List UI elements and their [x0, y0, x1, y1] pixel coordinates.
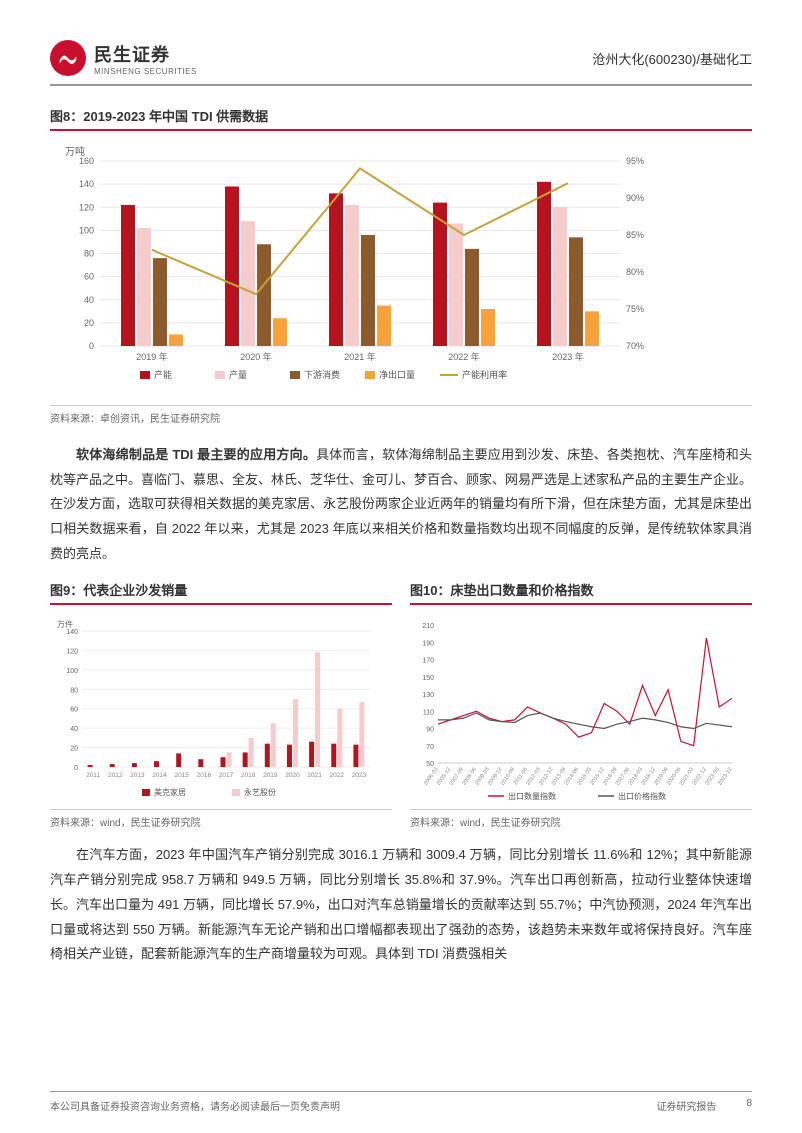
svg-text:产能利用率: 产能利用率 [462, 369, 507, 380]
chart9-title: 图9：代表企业沙发销量 [50, 580, 392, 605]
chart8-block: 图8：2019-2023 年中国 TDI 供需数据 万吨020406080100… [50, 106, 752, 425]
svg-text:2023 年: 2023 年 [552, 351, 584, 362]
svg-text:2014: 2014 [152, 772, 167, 779]
svg-text:2022 年: 2022 年 [448, 351, 480, 362]
svg-text:2019 年: 2019 年 [136, 351, 168, 362]
para1-bold: 软体海绵制品是 TDI 最主要的应用方向。 [76, 447, 316, 462]
paragraph-2: 在汽车方面，2023 年中国汽车产销分别完成 3016.1 万辆和 3009.4… [50, 843, 752, 966]
svg-text:40: 40 [70, 727, 78, 734]
chart8-svg: 万吨02040608010012014016070%75%80%85%90%95… [50, 141, 670, 401]
svg-text:下游消费: 下游消费 [304, 369, 340, 380]
para1-rest: 具体而言，软体海绵制品主要应用到沙发、床垫、各类抱枕、汽车座椅和头枕等产品之中。… [50, 447, 752, 561]
page-number: 8 [746, 1098, 752, 1113]
svg-text:210: 210 [422, 623, 434, 630]
svg-text:100: 100 [79, 225, 94, 235]
svg-text:40: 40 [84, 295, 94, 305]
svg-text:2021: 2021 [307, 772, 322, 779]
svg-text:2017: 2017 [219, 772, 234, 779]
svg-text:100: 100 [66, 668, 78, 675]
svg-text:90%: 90% [626, 193, 644, 203]
svg-text:20: 20 [70, 746, 78, 753]
svg-text:产量: 产量 [229, 369, 247, 380]
svg-text:160: 160 [79, 156, 94, 166]
svg-text:120: 120 [66, 649, 78, 656]
svg-text:80%: 80% [626, 267, 644, 277]
svg-text:2013: 2013 [130, 772, 145, 779]
chart10-block: 图10：床垫出口数量和价格指数 50 70 90 110 130 150 170 190 210… [410, 580, 752, 829]
header-right: 沧州大化(600230)/基础化工 [592, 49, 752, 68]
svg-text:110: 110 [423, 710, 434, 717]
svg-text:出口价格指数: 出口价格指数 [618, 791, 666, 801]
chart9-block: 图9：代表企业沙发销量 万件 0 20 40 60 80 100 120 140 2011 2012… [50, 580, 392, 829]
svg-text:170: 170 [422, 658, 434, 665]
svg-text:150: 150 [422, 675, 434, 682]
svg-text:140: 140 [79, 179, 94, 189]
svg-text:85%: 85% [626, 230, 644, 240]
svg-text:70: 70 [426, 744, 434, 751]
svg-text:80: 80 [84, 249, 94, 259]
chart10-svg: 5070901101301501701902102006-032005-1220… [410, 615, 740, 805]
footer-left: 本公司具备证券投资咨询业务资格，请务必阅读最后一页免责声明 [50, 1098, 340, 1113]
svg-text:80: 80 [70, 688, 78, 695]
logo-text-en: MINSHENG SECURITIES [94, 67, 197, 76]
svg-text:2021 年: 2021 年 [344, 351, 376, 362]
svg-text:出口数量指数: 出口数量指数 [508, 791, 556, 801]
svg-text:120: 120 [79, 202, 94, 212]
svg-text:2016: 2016 [197, 772, 212, 779]
svg-text:美克家居: 美克家居 [154, 787, 186, 797]
svg-text:60: 60 [70, 707, 78, 714]
svg-text:60: 60 [84, 272, 94, 282]
svg-text:2020: 2020 [285, 772, 300, 779]
logo-text-cn: 民生证券 [94, 41, 197, 67]
logo-icon [50, 40, 86, 76]
chart10-source: 资料来源：wind，民生证券研究院 [410, 809, 752, 829]
paragraph-1: 软体海绵制品是 TDI 最主要的应用方向。具体而言，软体海绵制品主要应用到沙发、… [50, 443, 752, 566]
chart9-svg: 万件 0 20 40 60 80 100 120 140 2011 2012 2013 2014 2015… [50, 615, 380, 805]
svg-text:0: 0 [89, 341, 94, 351]
page-footer: 本公司具备证券投资咨询业务资格，请务必阅读最后一页免责声明 证券研究报告 8 [50, 1091, 752, 1113]
svg-text:95%: 95% [626, 156, 644, 166]
svg-text:2018: 2018 [241, 772, 256, 779]
svg-text:20: 20 [84, 318, 94, 328]
svg-text:2020 年: 2020 年 [240, 351, 272, 362]
svg-text:产能: 产能 [154, 369, 172, 380]
svg-text:70%: 70% [626, 341, 644, 351]
svg-text:75%: 75% [626, 304, 644, 314]
chart9-source: 资料来源：wind，民生证券研究院 [50, 809, 392, 829]
svg-text:190: 190 [422, 641, 434, 648]
svg-text:0: 0 [74, 765, 78, 772]
svg-text:50: 50 [426, 761, 434, 768]
chart10-title: 图10：床垫出口数量和价格指数 [410, 580, 752, 605]
svg-text:净出口量: 净出口量 [379, 369, 415, 380]
svg-text:万件: 万件 [57, 619, 73, 629]
chart8-source: 资料来源：卓创资讯，民生证券研究院 [50, 405, 752, 425]
svg-text:2011: 2011 [86, 772, 100, 779]
company-logo: 民生证券 MINSHENG SECURITIES [50, 40, 197, 76]
chart8-title: 图8：2019-2023 年中国 TDI 供需数据 [50, 106, 752, 131]
svg-text:90: 90 [426, 727, 434, 734]
svg-text:2023: 2023 [352, 772, 367, 779]
footer-right-label: 证券研究报告 [656, 1098, 716, 1113]
svg-text:2012: 2012 [108, 772, 123, 779]
svg-text:140: 140 [66, 629, 78, 636]
svg-text:130: 130 [422, 692, 434, 699]
svg-text:2019: 2019 [263, 772, 278, 779]
svg-text:2015: 2015 [174, 772, 189, 779]
svg-text:2022: 2022 [330, 772, 345, 779]
page-header: 民生证券 MINSHENG SECURITIES 沧州大化(600230)/基础… [50, 40, 752, 86]
svg-text:永艺股份: 永艺股份 [244, 787, 276, 797]
